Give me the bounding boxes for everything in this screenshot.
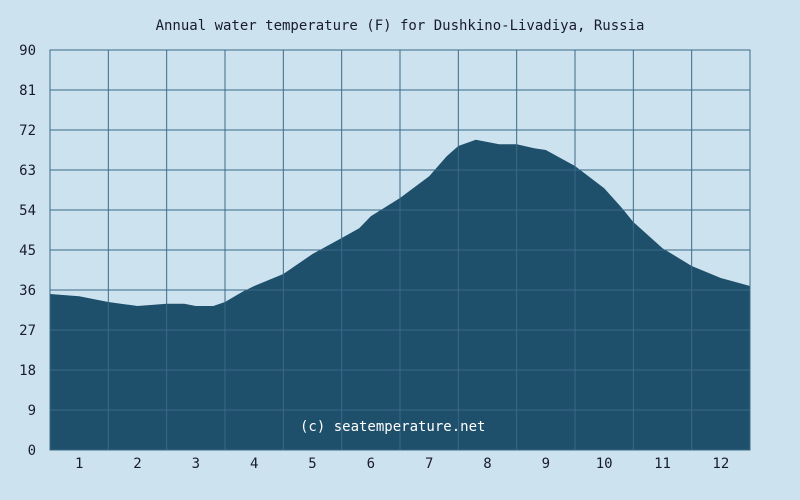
chart-title: Annual water temperature (F) for Dushkin… [155, 18, 645, 34]
y-tick-label: 18 [19, 363, 36, 379]
x-tick-label: 4 [250, 456, 258, 472]
x-tick-label: 8 [483, 456, 491, 472]
y-tick-label: 36 [19, 283, 36, 299]
x-tick-label: 3 [192, 456, 200, 472]
grid-layer [49, 49, 751, 451]
y-tick-label: 45 [19, 243, 36, 259]
x-tick-label: 12 [712, 456, 729, 472]
plot-border [49, 49, 751, 451]
x-tick-label: 7 [425, 456, 433, 472]
x-tick-label: 1 [75, 456, 83, 472]
x-tick-labels: 1 2 3 4 5 6 7 8 9 10 11 12 [75, 456, 729, 472]
y-tick-label: 0 [28, 443, 36, 459]
x-tick-label: 6 [367, 456, 375, 472]
y-tick-label: 54 [19, 203, 36, 219]
x-tick-label: 10 [596, 456, 613, 472]
y-tick-label: 9 [28, 403, 36, 419]
y-tick-label: 81 [19, 83, 36, 99]
watermark: (c) seatemperature.net [300, 419, 486, 435]
x-tick-label: 11 [654, 456, 671, 472]
y-tick-label: 72 [19, 123, 36, 139]
y-tick-label: 27 [19, 323, 36, 339]
y-tick-label: 63 [19, 163, 36, 179]
y-tick-label: 90 [19, 43, 36, 59]
x-tick-label: 2 [133, 456, 141, 472]
x-tick-label: 5 [308, 456, 316, 472]
x-tick-label: 9 [542, 456, 550, 472]
y-tick-labels: 0 9 18 27 36 45 54 63 72 81 90 [19, 43, 36, 459]
